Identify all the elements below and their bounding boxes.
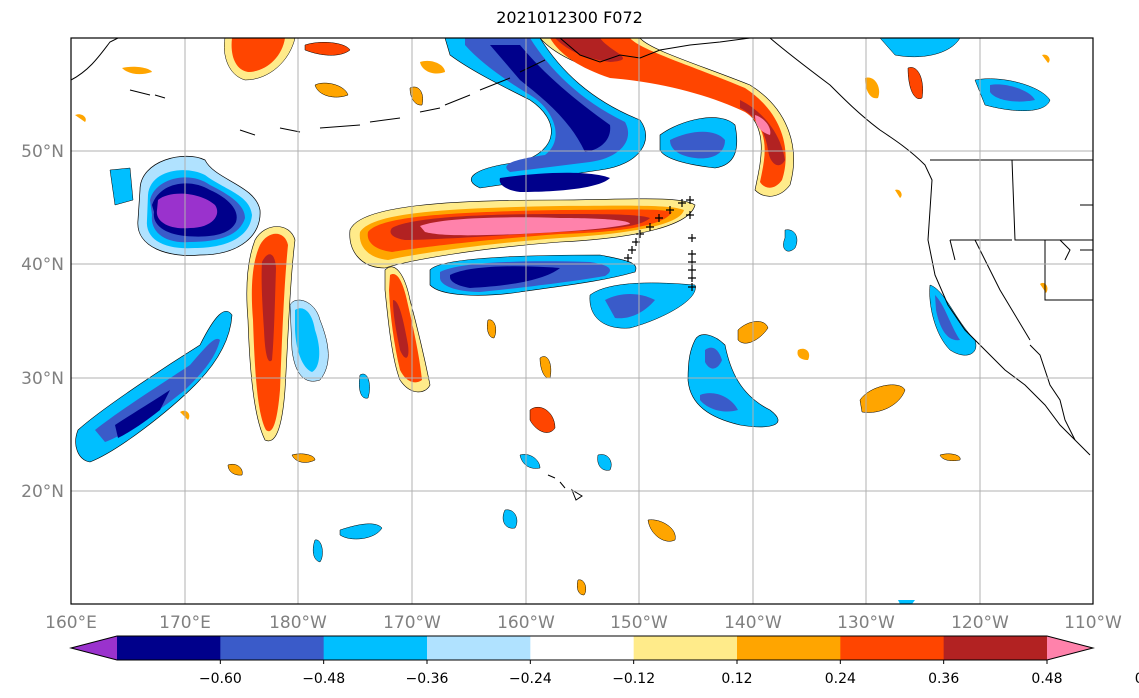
colorbar-outline (69, 635, 1095, 661)
coastlines (71, 38, 1093, 501)
colorbar-tick-label: 0.36 (928, 671, 959, 687)
blob (879, 38, 961, 58)
colorbar-extend-low (71, 636, 117, 660)
lat-label: 40°N (21, 255, 64, 275)
colorbar-tick-label: −0.36 (406, 671, 449, 687)
colorbar-segment (323, 636, 428, 660)
blob-west-low (137, 156, 261, 256)
colorbar-tick-label: −0.48 (302, 671, 345, 687)
colorbar-tick-label: −0.12 (612, 671, 655, 687)
lon-label: 160°E (45, 613, 97, 633)
lon-label: 170°E (159, 613, 211, 633)
band-vertical-high (246, 226, 431, 442)
band-north-high (539, 38, 794, 197)
colorbar-tick-label: 0.12 (721, 671, 752, 687)
blobs-small-high (75, 38, 1050, 596)
colorbar-tick-label: −0.24 (509, 671, 552, 687)
colorbar-segment (530, 636, 635, 660)
blob (929, 284, 977, 356)
lon-label: 140°W (724, 613, 782, 633)
lon-label: 130°W (837, 613, 895, 633)
lat-label: 20°N (21, 482, 64, 502)
band-mid-low (429, 254, 696, 329)
map-frame (70, 37, 1094, 605)
blob (109, 167, 134, 206)
colorbar-segment (737, 636, 841, 660)
lon-label: 170°W (383, 613, 441, 633)
lat-label: 30°N (21, 369, 64, 389)
band-southwest-low (75, 310, 233, 463)
blob-east-low (659, 117, 779, 428)
lon-label: 180°W (269, 613, 327, 633)
colorbar-segment (117, 636, 221, 660)
colorbar-segment (840, 636, 945, 660)
band-central-high (349, 198, 696, 269)
colorbar-segment (220, 636, 325, 660)
lon-label: 160°W (497, 613, 555, 633)
colorbar-tick-label: 0.24 (825, 671, 856, 687)
colorbar-tick-label: −0.60 (199, 671, 242, 687)
gridlines (71, 38, 1093, 604)
colorbar-segment (633, 636, 738, 660)
longitude-labels: 160°E 170°E 180°W 170°W 160°W 150°W 140°… (45, 613, 1122, 633)
contour-fields (71, 38, 1093, 604)
lon-label: 150°W (610, 613, 668, 633)
colorbar-extend-high (1047, 636, 1093, 660)
colorbar: −0.60 −0.48 −0.36 −0.24 −0.12 0.12 0.24 0.36 0.4… (69, 635, 1139, 687)
map-title: 2021012300 F072 (496, 8, 643, 27)
lon-label: 110°W (1064, 613, 1122, 633)
lat-label: 50°N (21, 142, 64, 162)
latitude-labels: 50°N 40°N 30°N 20°N (21, 142, 64, 502)
lon-label: 120°W (951, 613, 1009, 633)
colorbar-tick-label: 0.48 (1031, 671, 1062, 687)
colorbar-segment (427, 636, 531, 660)
colorbar-tick-label: 0.60 (1135, 671, 1139, 687)
storm-track (624, 196, 696, 291)
colorbar-segment (943, 636, 1048, 660)
